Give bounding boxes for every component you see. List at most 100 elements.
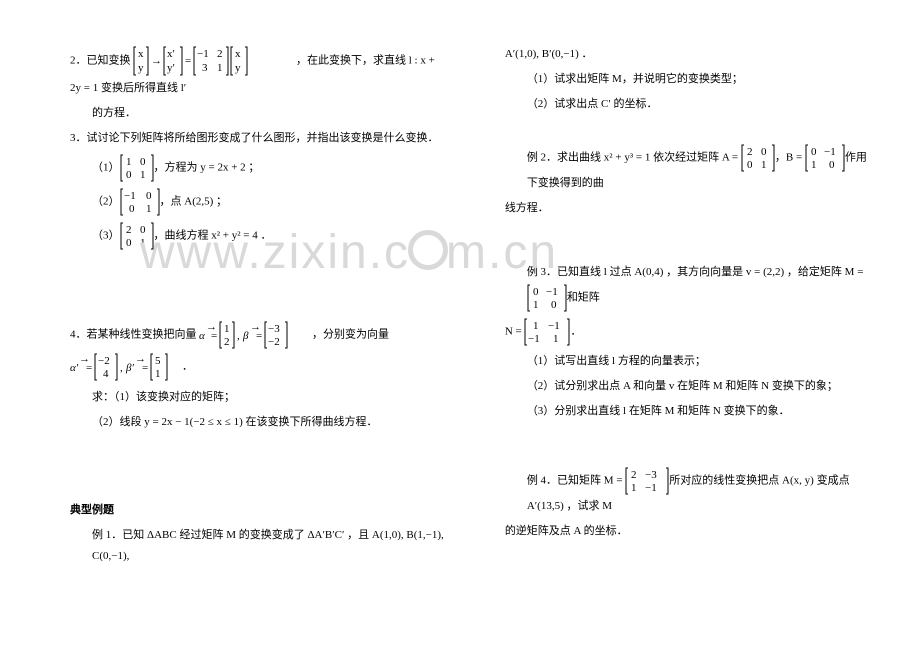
- svg-text:0: 0: [747, 159, 753, 171]
- q3-2: （2） −10 01 ，点 A(2,5) ；: [70, 187, 445, 217]
- svg-text:−1: −1: [197, 48, 209, 60]
- svg-text:1: 1: [217, 62, 223, 74]
- q2-matrix-icon: xy → x′y′ = −12 31 xy: [133, 44, 293, 78]
- svg-text:1: 1: [533, 320, 539, 332]
- svg-text:,: ,: [237, 330, 240, 342]
- svg-text:,: ,: [120, 362, 123, 374]
- svg-text:0: 0: [140, 156, 146, 168]
- svg-text:1: 1: [155, 368, 161, 380]
- q3-3: （3） 20 01 ，曲线方程 x² + y² = 4 ．: [70, 221, 445, 251]
- svg-text:0: 0: [533, 286, 539, 298]
- svg-text:−1: −1: [546, 286, 558, 298]
- svg-text:0: 0: [126, 169, 132, 181]
- svg-text:=: =: [211, 330, 217, 342]
- svg-text:β′: β′: [125, 362, 134, 374]
- svg-text:2: 2: [217, 48, 223, 60]
- q4-vectors-icon: α→= 12 , β→= −3−2: [199, 319, 309, 351]
- svg-text:−3: −3: [645, 469, 657, 481]
- svg-text:4: 4: [103, 368, 109, 380]
- matrix-M4-icon: 2−3 1−1: [625, 466, 669, 496]
- ex4: 例 4．已知矩阵 M = 2−3 1−1 所对应的线性变换把点 A(x, y) …: [505, 466, 870, 517]
- svg-text:−2: −2: [98, 355, 110, 367]
- svg-text:y: y: [235, 62, 241, 74]
- ex3-N: N = 1−1 −11 ．: [505, 317, 870, 347]
- page: 2．已知变换 xy → x′y′ = −12 31: [0, 40, 920, 571]
- matrix-icon: 10 01: [120, 153, 154, 183]
- section-title: 典型例题: [70, 500, 445, 521]
- q2-line2: 的方程．: [70, 103, 445, 124]
- svg-text:2: 2: [126, 224, 132, 236]
- ex3-s1: （1）试写出直线 l 方程的向量表示；: [505, 351, 870, 372]
- svg-text:−1: −1: [548, 320, 560, 332]
- svg-text:1: 1: [140, 169, 146, 181]
- ex1-cont: A′(1,0), B′(0,−1) ．: [505, 44, 870, 65]
- svg-text:1: 1: [811, 159, 817, 171]
- svg-text:2: 2: [631, 469, 637, 481]
- svg-text:−1: −1: [124, 190, 136, 202]
- svg-text:0: 0: [126, 237, 132, 249]
- ex4-line2: 的逆矩阵及点 A 的坐标．: [505, 521, 870, 542]
- ex3-s3: （3）分别求出直线 l 在矩阵 M 和矩阵 N 变换下的象．: [505, 401, 870, 422]
- q3-1: （1） 10 01 ，方程为 y = 2x + 2 ；: [70, 153, 445, 183]
- svg-text:y′: y′: [167, 62, 175, 74]
- svg-text:−3: −3: [268, 323, 280, 335]
- matrix-A-icon: 20 01: [741, 143, 775, 173]
- matrix-B-icon: 0−1 10: [805, 143, 845, 173]
- svg-text:1: 1: [140, 237, 146, 249]
- ex2-mid: ，B =: [775, 151, 802, 163]
- q4-mid: ，分别变为向量: [312, 328, 389, 340]
- svg-text:0: 0: [829, 159, 835, 171]
- svg-text:y: y: [138, 62, 144, 74]
- q2: 2．已知变换 xy → x′y′ = −12 31: [70, 44, 445, 99]
- ex3-pre: 例 3．已知直线 l 过点 A(0,4) ，其方向向量是 v = (2,2) ，…: [527, 266, 864, 278]
- svg-text:2: 2: [224, 336, 230, 348]
- q4-s1: 求：（1）该变换对应的矩阵；: [70, 387, 445, 408]
- svg-text:2: 2: [747, 146, 753, 158]
- svg-text:1: 1: [146, 203, 152, 215]
- svg-text:1: 1: [533, 299, 539, 311]
- svg-text:0: 0: [140, 224, 146, 236]
- svg-text:−1: −1: [824, 146, 836, 158]
- ex1: 例 1．已知 ΔABC 经过矩阵 M 的变换变成了 ΔA′B′C′ ，且 A(1…: [70, 525, 445, 567]
- q4-end: ．: [182, 360, 193, 372]
- matrix-M-icon: 0−1 10: [527, 283, 567, 313]
- ex3-s2: （2）试分别求出点 A 和向量 v 在矩阵 M 和矩阵 N 变换下的象；: [505, 376, 870, 397]
- svg-text:x′: x′: [167, 48, 175, 60]
- svg-text:=: =: [256, 330, 262, 342]
- q4-vectors2-icon: α′→= −24 , β′→= 51: [70, 351, 182, 383]
- ex3-N-post: ．: [570, 326, 581, 338]
- q2-text-pre: 2．已知变换: [70, 55, 131, 67]
- ex1-s1: （1）试求出矩阵 M，并说明它的变换类型；: [505, 69, 870, 90]
- svg-text:→: →: [151, 55, 162, 67]
- svg-text:=: =: [86, 362, 92, 374]
- q4: 4．若某种线性变换把向量 α→= 12 , β→= −3−2 ，分别变为向量 α…: [70, 319, 445, 383]
- svg-text:0: 0: [551, 299, 557, 311]
- svg-text:x: x: [138, 48, 144, 60]
- svg-text:1: 1: [761, 159, 767, 171]
- ex2: 例 2．求出曲线 x² + y³ = 1 依次经过矩阵 A = 20 01 ，B…: [505, 143, 870, 194]
- svg-text:0: 0: [811, 146, 817, 158]
- svg-text:1: 1: [126, 156, 132, 168]
- q4-s2: （2）线段 y = 2x − 1(−2 ≤ x ≤ 1) 在该变换下所得曲线方程…: [70, 412, 445, 433]
- right-column: A′(1,0), B′(0,−1) ． （1）试求出矩阵 M，并说明它的变换类型…: [475, 40, 920, 571]
- svg-text:=: =: [142, 362, 148, 374]
- q4-pre: 4．若某种线性变换把向量: [70, 328, 197, 340]
- ex3-N-pre: N =: [505, 326, 522, 338]
- ex4-pre: 例 4．已知矩阵 M =: [527, 475, 623, 487]
- svg-text:0: 0: [761, 146, 767, 158]
- svg-text:5: 5: [155, 355, 161, 367]
- svg-text:x: x: [235, 48, 241, 60]
- svg-text:α: α: [199, 330, 205, 342]
- ex2-line2: 线方程．: [505, 198, 870, 219]
- svg-text:−1: −1: [645, 482, 657, 494]
- svg-text:−1: −1: [528, 333, 540, 345]
- svg-text:β: β: [242, 330, 249, 342]
- q3-2-post: ，点 A(2,5) ；: [160, 195, 228, 207]
- svg-text:1: 1: [553, 333, 559, 345]
- matrix-icon: −10 01: [120, 187, 160, 217]
- svg-text:α′: α′: [70, 362, 79, 374]
- svg-text:−2: −2: [268, 336, 280, 348]
- q3: 3．试讨论下列矩阵将所给图形变成了什么图形，并指出该变换是什么变换．: [70, 128, 445, 149]
- ex3-post: 和矩阵: [567, 292, 600, 304]
- svg-text:1: 1: [224, 323, 230, 335]
